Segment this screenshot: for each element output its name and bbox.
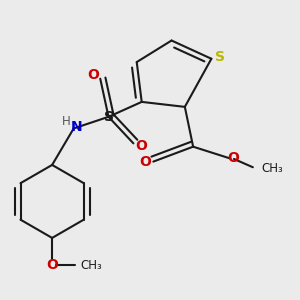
Text: O: O [87, 68, 99, 82]
Text: CH₃: CH₃ [80, 259, 102, 272]
Text: N: N [70, 120, 82, 134]
Text: O: O [139, 154, 151, 169]
Text: CH₃: CH₃ [261, 162, 283, 175]
Text: H: H [62, 115, 71, 128]
Text: O: O [46, 259, 58, 272]
Text: S: S [103, 110, 113, 124]
Text: S: S [215, 50, 225, 64]
Text: O: O [228, 151, 239, 165]
Text: O: O [135, 139, 147, 153]
